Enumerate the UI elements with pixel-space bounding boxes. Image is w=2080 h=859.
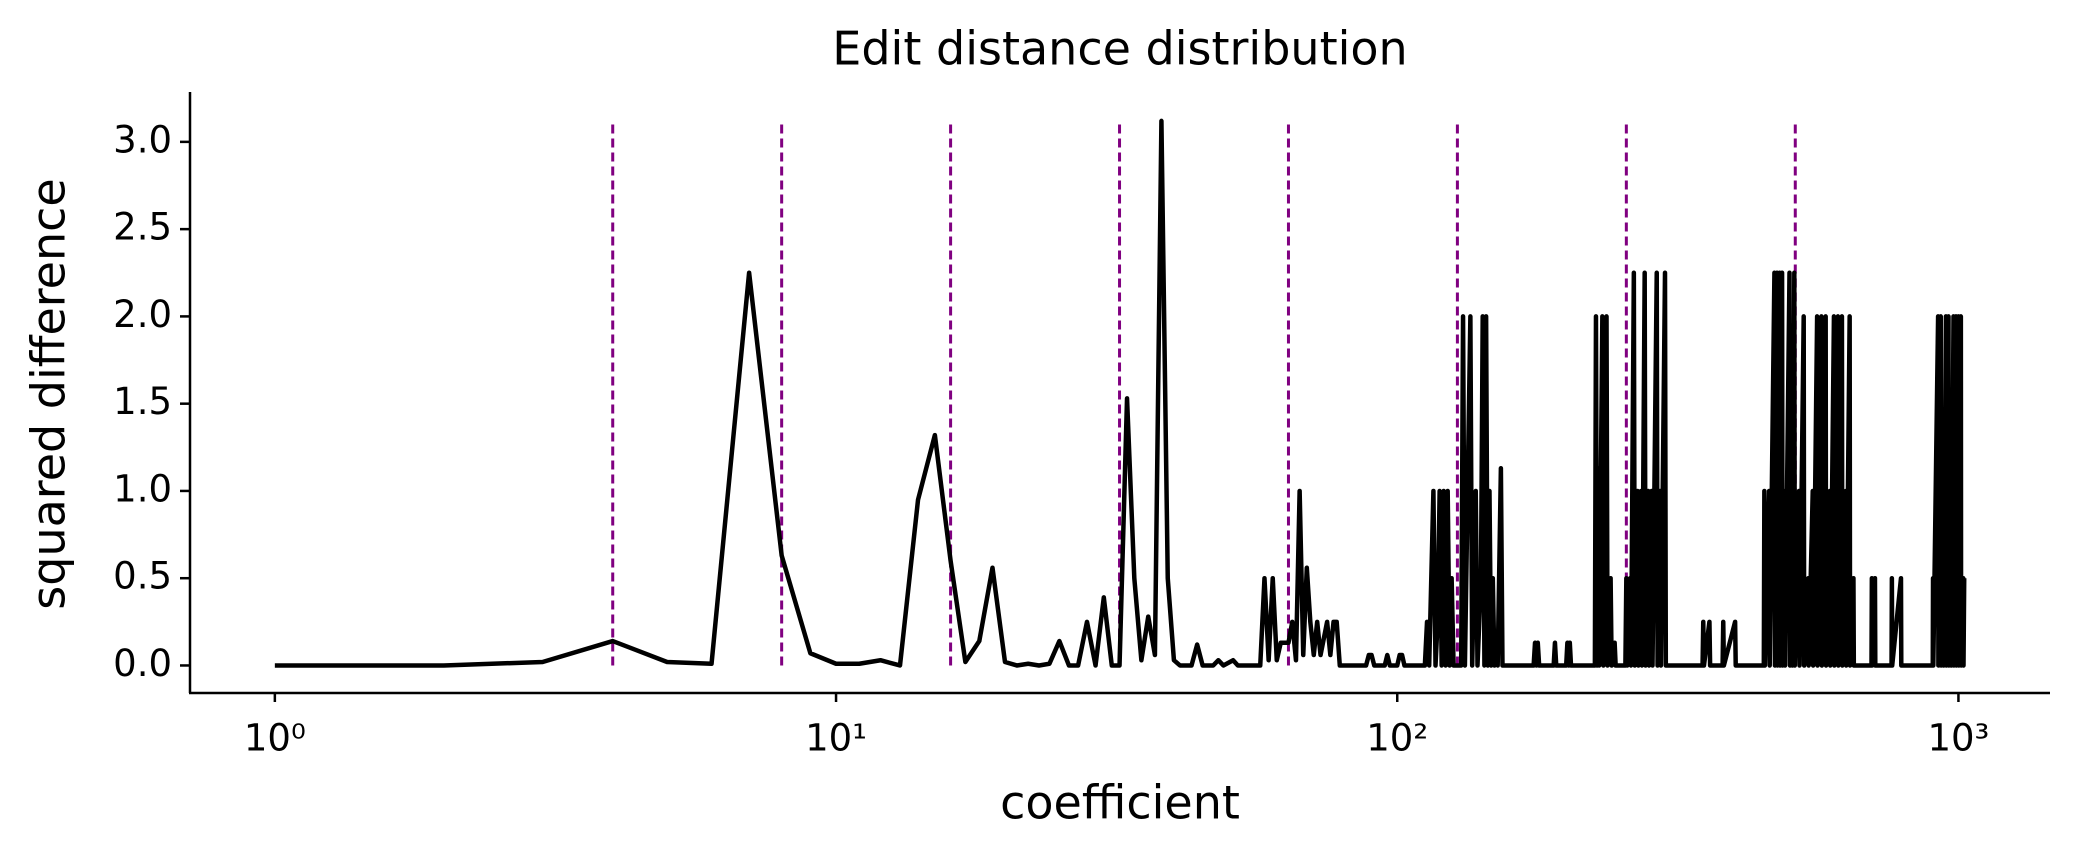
x-tick-label: 10² [1366, 717, 1428, 760]
x-tick-label: 10⁰ [244, 717, 306, 760]
y-tick-label: 2.0 [113, 293, 172, 336]
y-axis-label: squared difference [22, 178, 76, 609]
y-tick-label: 3.0 [113, 118, 172, 161]
y-tick-label: 0.0 [113, 642, 172, 685]
y-tick-label: 1.5 [113, 380, 172, 423]
x-tick-label: 10³ [1927, 717, 1989, 760]
y-tick-label: 1.0 [113, 467, 172, 510]
y-tick-label: 0.5 [113, 555, 172, 598]
x-axis-label: coefficient [1000, 776, 1240, 830]
x-tick-label: 10¹ [805, 717, 867, 760]
data-line [274, 118, 1967, 668]
y-tick-label: 2.5 [113, 206, 172, 249]
chart-title: Edit distance distribution [832, 22, 1407, 76]
